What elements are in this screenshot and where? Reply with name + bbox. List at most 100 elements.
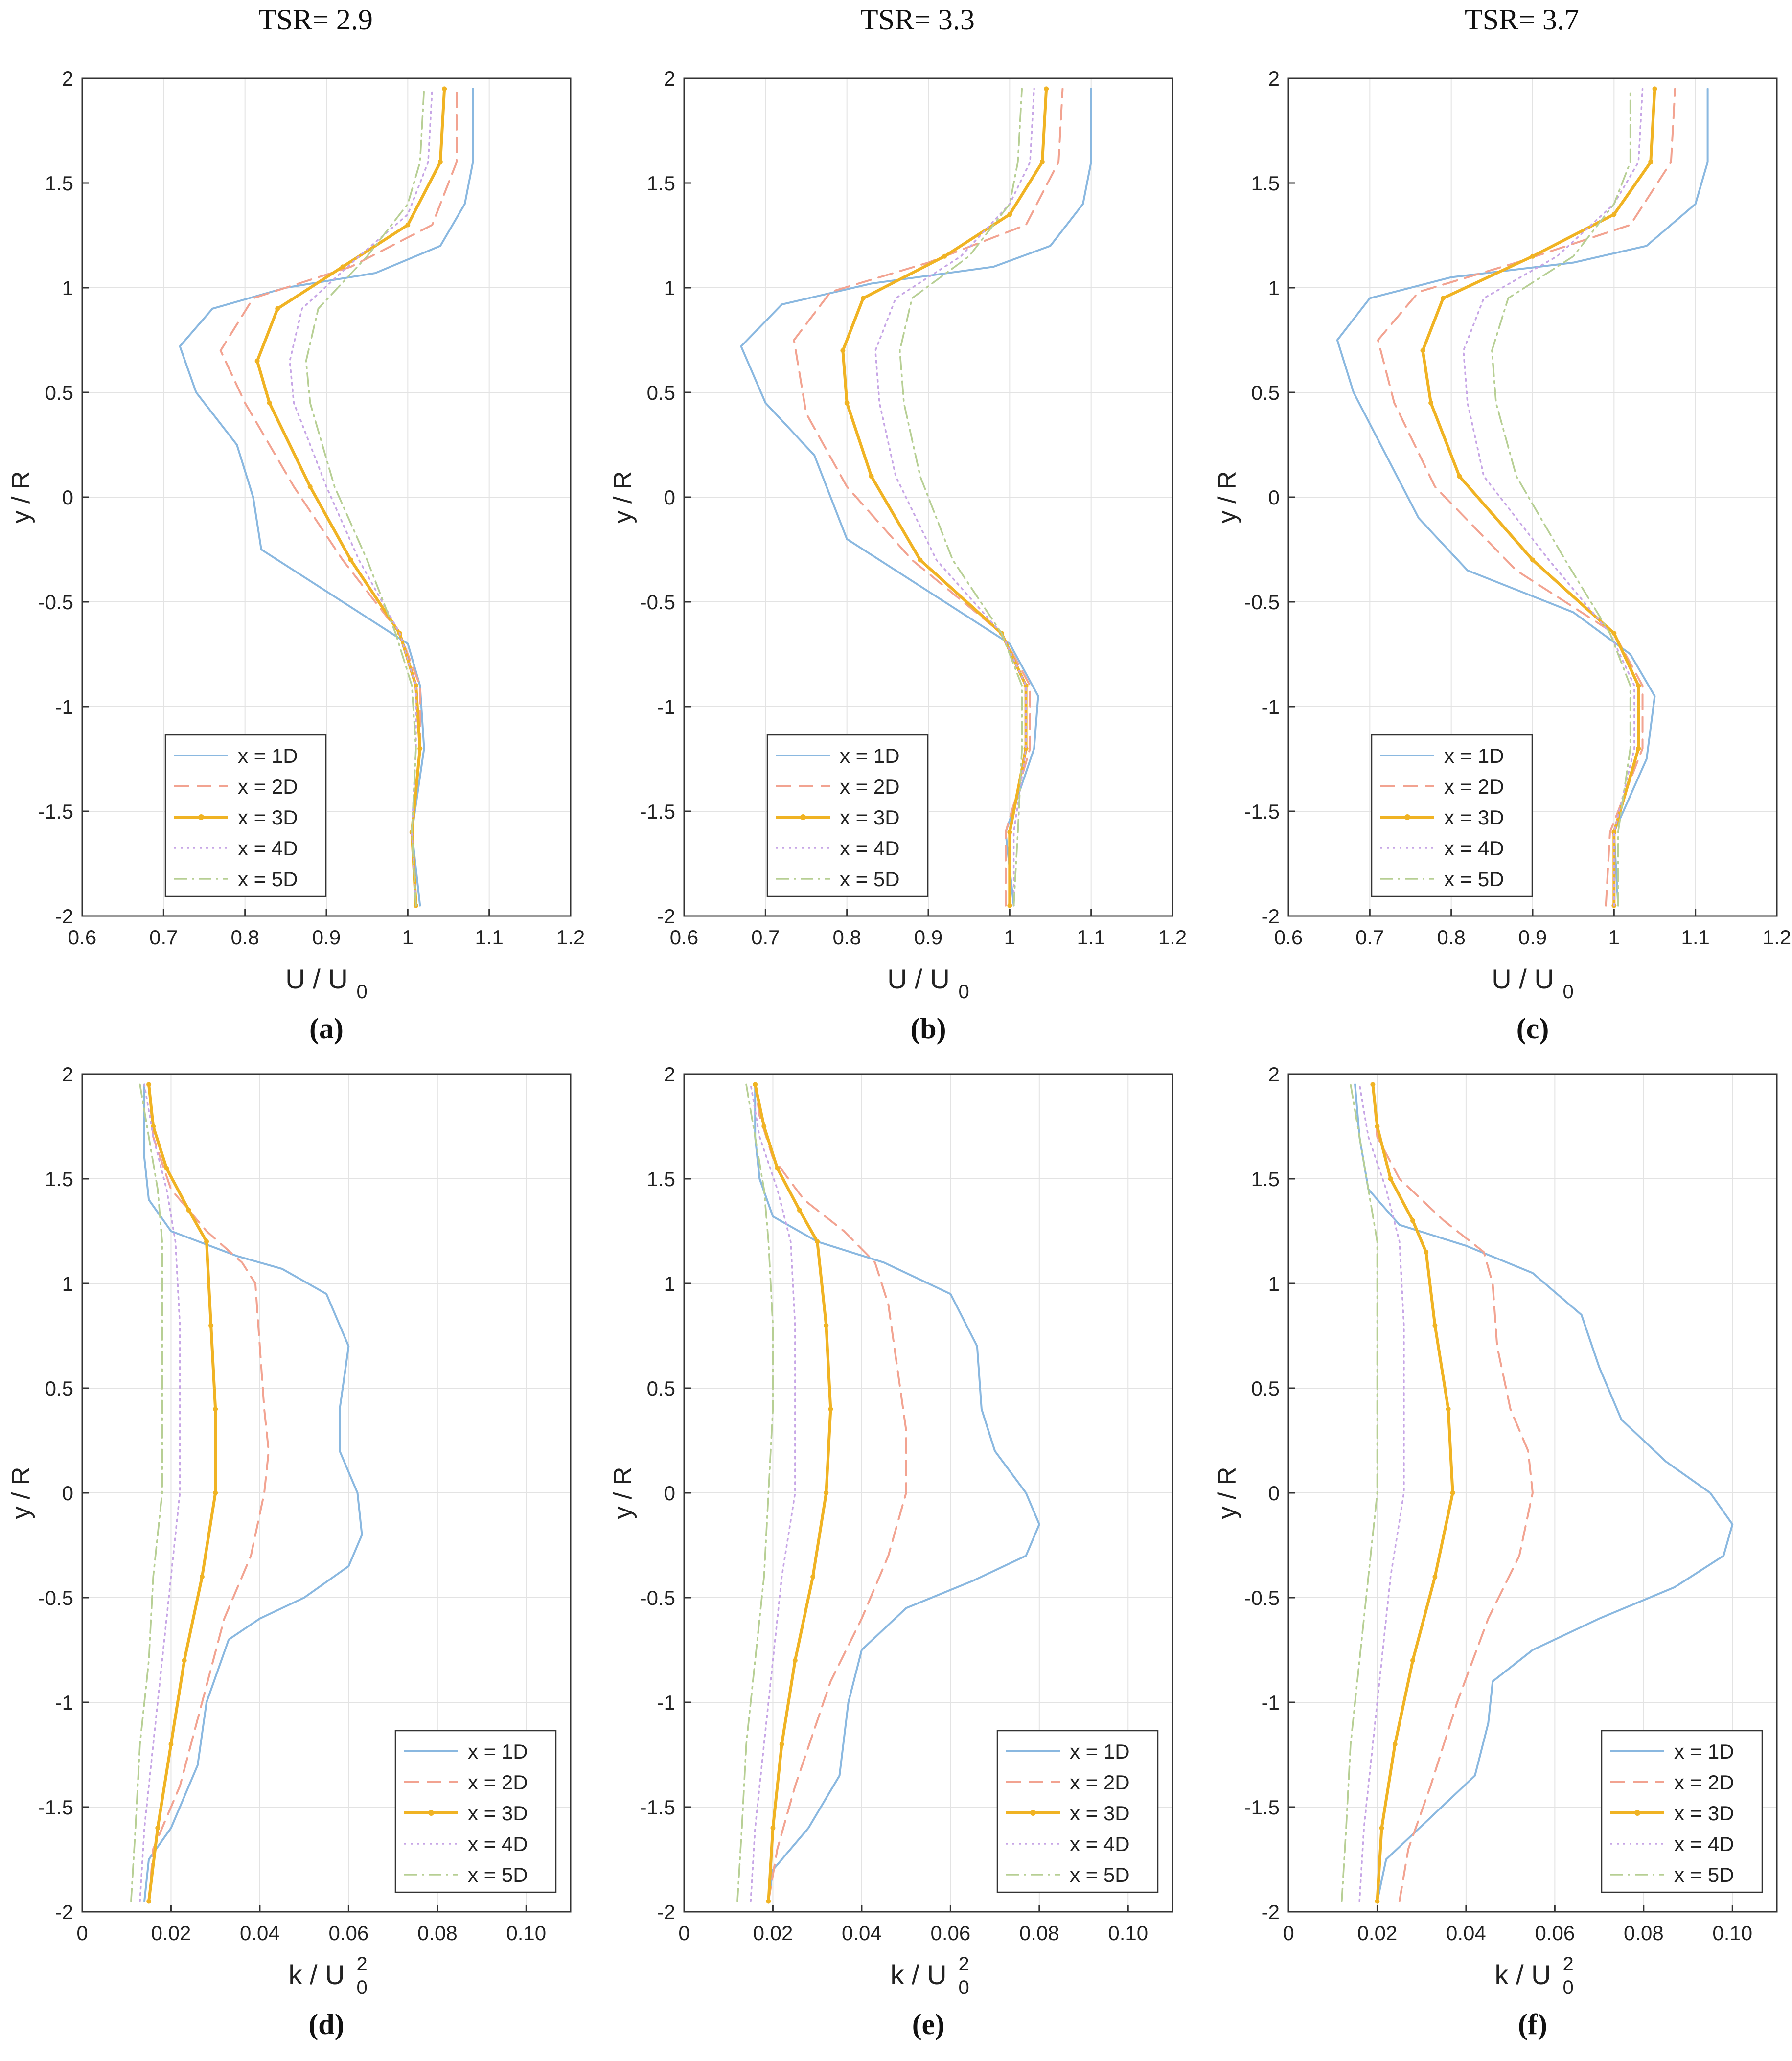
y-tick-label: 0 — [1268, 1482, 1280, 1505]
legend-item-label: x = 5D — [840, 868, 900, 891]
x-tick-label: 0.9 — [1518, 926, 1547, 949]
legend-item-label: x = 1D — [1674, 1740, 1734, 1763]
y-tick-label: 0.5 — [647, 381, 675, 404]
x-tick-label: 1.2 — [1158, 926, 1187, 949]
legend: x = 1D x = 2D x = 3D x = 4D x = 5D — [996, 1730, 1159, 1893]
y-tick-label: -2 — [1262, 905, 1280, 928]
series-line-2d — [793, 88, 1064, 907]
series-marker — [417, 746, 423, 751]
series-marker — [213, 1406, 218, 1412]
legend: x = 1D x = 2D x = 3D x = 4D x = 5D — [394, 1730, 557, 1893]
series-line-4d — [1358, 1083, 1405, 1902]
y-tick-label: 1 — [62, 1272, 73, 1295]
y-tick-label: 2 — [1268, 67, 1280, 90]
x-tick-label: 1.1 — [1077, 926, 1105, 949]
x-tick-label: 1.1 — [1681, 926, 1709, 949]
series-marker — [1636, 683, 1641, 688]
legend-item-label: x = 2D — [238, 775, 298, 798]
x-tick-label: 1.2 — [1763, 926, 1791, 949]
legend-item-label: x = 1D — [1444, 744, 1504, 767]
y-tick-label: 0 — [664, 1482, 675, 1505]
x-tick-label: 0.10 — [1712, 1922, 1752, 1945]
series-line-5d — [305, 88, 425, 907]
legend: x = 1D x = 2D x = 3D x = 4D x = 5D — [1601, 1730, 1763, 1893]
series-marker — [340, 264, 345, 270]
x-tick-label: 0.7 — [751, 926, 780, 949]
y-tick-label: 1.5 — [1251, 172, 1280, 195]
series-marker — [1530, 253, 1535, 259]
x-tick-label: 1 — [402, 926, 414, 949]
chart-panel-2: 0.6 0.7 0.8 0.9 1 1.1 1.2 -2 -1.5 -1 -0.5 0 0.5 1 1.5 2… — [1213, 67, 1791, 1045]
series-marker — [918, 557, 923, 563]
series-marker — [761, 1124, 767, 1129]
series-marker — [275, 306, 280, 311]
y-tick-label: 1 — [664, 276, 675, 299]
x-tick-label: 0.8 — [230, 926, 259, 949]
y-tick-label: 2 — [62, 67, 73, 90]
y-tick-label: 0 — [62, 1482, 73, 1505]
series-marker — [1432, 1323, 1438, 1328]
series-marker — [1039, 160, 1045, 165]
x-tick-label: 1 — [1608, 926, 1620, 949]
chart-panel-5: 0 0.02 0.04 0.06 0.08 0.10 -2 -1.5 -1 -0.5 0 0.5 1 1.… — [1213, 1063, 1778, 2040]
series-marker — [1044, 86, 1049, 92]
y-axis-label: y / R — [609, 471, 637, 524]
series-line-3d — [255, 87, 446, 907]
series-marker — [828, 1406, 833, 1412]
series-line-4d — [139, 1083, 181, 1902]
y-tick-label: 2 — [664, 67, 675, 90]
legend-item-label: x = 5D — [1444, 868, 1504, 891]
series-marker — [1424, 1249, 1429, 1255]
series-marker — [1420, 348, 1425, 353]
chart-panel-1: 0.6 0.7 0.8 0.9 1 1.1 1.2 -2 -1.5 -1 -0.5 0 0.5 1 1.5 2… — [609, 67, 1187, 1045]
y-tick-label: -1.5 — [38, 1796, 73, 1819]
series-marker — [1636, 746, 1641, 751]
series-line-1d — [754, 1083, 1040, 1902]
legend-swatch-marker — [800, 814, 806, 820]
legend-item-label: x = 5D — [1070, 1863, 1130, 1886]
y-tick-label: 0.5 — [45, 381, 73, 404]
x-axis-label-subscript: 0 — [1563, 1977, 1574, 1998]
y-tick-label: 0 — [1268, 486, 1280, 509]
x-tick-label: 1 — [1004, 926, 1015, 949]
y-tick-label: -2 — [55, 905, 73, 928]
series-line-4d — [874, 88, 1035, 907]
y-axis-label: y / R — [1213, 1467, 1241, 1519]
series-marker — [1652, 86, 1657, 92]
series-marker — [753, 1082, 758, 1087]
x-tick-label: 0.08 — [1624, 1922, 1664, 1945]
y-tick-label: -2 — [1262, 1901, 1280, 1924]
series-line-5d — [1491, 88, 1631, 907]
panel-label: (c) — [1516, 1012, 1549, 1045]
y-tick-label: 1.5 — [647, 1168, 675, 1191]
y-tick-label: 1 — [1268, 1272, 1280, 1295]
y-tick-label: 1 — [1268, 276, 1280, 299]
x-tick-label: 0.04 — [842, 1922, 882, 1945]
series-line-5d — [1341, 1083, 1378, 1902]
series-marker — [186, 1208, 191, 1213]
series-marker — [204, 1239, 209, 1244]
series-marker — [860, 296, 866, 301]
legend: x = 1D x = 2D x = 3D x = 4D x = 5D — [164, 734, 327, 897]
series-marker — [1375, 1899, 1380, 1904]
x-tick-label: 0.02 — [1357, 1922, 1398, 1945]
series-line-1d — [740, 88, 1092, 907]
y-tick-label: -0.5 — [640, 1586, 675, 1609]
legend-item-label: x = 4D — [1674, 1832, 1734, 1855]
y-tick-label: 0 — [62, 486, 73, 509]
series-marker — [254, 358, 260, 364]
series-marker — [1023, 746, 1029, 751]
legend-swatch-marker — [1404, 814, 1410, 820]
y-axis-label: y / R — [1213, 471, 1241, 524]
legend-item-label: x = 1D — [238, 744, 298, 767]
series-marker — [797, 1208, 802, 1213]
series-marker — [182, 1658, 187, 1663]
y-tick-label: 1.5 — [1251, 1168, 1280, 1191]
x-tick-label: 0.08 — [417, 1922, 458, 1945]
legend-item-label: x = 2D — [468, 1771, 528, 1794]
x-axis-label-subscript: 0 — [357, 1977, 368, 1998]
series-marker — [779, 1741, 784, 1747]
series-marker — [1450, 1490, 1455, 1495]
y-tick-label: -1.5 — [640, 1796, 675, 1819]
